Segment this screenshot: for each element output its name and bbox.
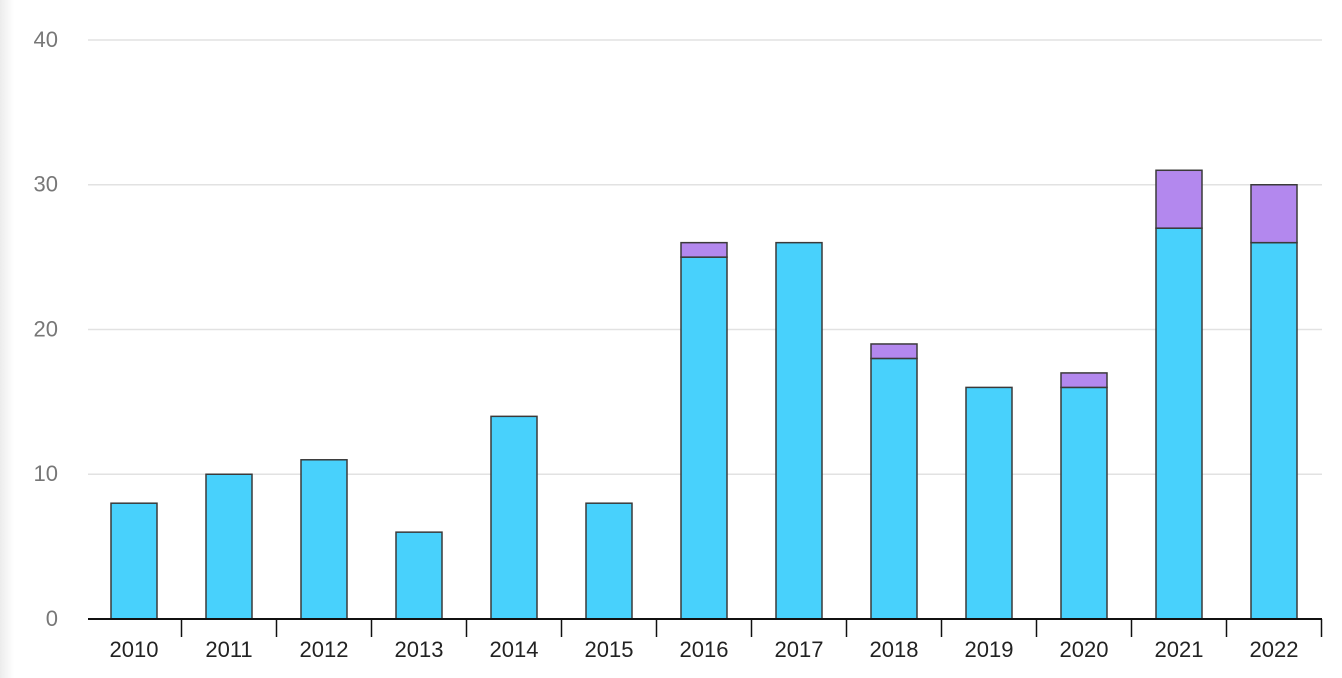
left-edge-shade <box>0 0 14 678</box>
y-axis-tick-labels: 0 10 20 30 40 <box>34 27 58 631</box>
x-tick-label-2017: 2017 <box>775 637 824 662</box>
bar-2021-series-1 <box>1155 227 1203 620</box>
bar-2017-series-1 <box>775 241 823 620</box>
bar-series <box>110 169 1298 620</box>
x-tick-label-2016: 2016 <box>680 637 729 662</box>
bar-2020-series-1 <box>1060 386 1108 620</box>
bar-2014-series-1 <box>490 415 538 620</box>
bar-2018-series-1 <box>870 357 918 620</box>
bar-2016-series-2 <box>680 241 728 258</box>
x-tick-label-2022: 2022 <box>1250 637 1299 662</box>
y-tick-label-20: 20 <box>34 316 58 341</box>
bar-2022-series-1 <box>1250 241 1298 620</box>
bar-2021-series-2 <box>1155 169 1203 229</box>
y-tick-label-30: 30 <box>34 172 58 197</box>
bar-2010-series-1 <box>110 502 158 620</box>
y-tick-label-40: 40 <box>34 27 58 52</box>
bar-2016-series-1 <box>680 256 728 620</box>
y-tick-label-10: 10 <box>34 461 58 486</box>
x-tick-label-2013: 2013 <box>395 637 444 662</box>
x-tick-label-2019: 2019 <box>965 637 1014 662</box>
x-axis: 2010 2011 2012 2013 2014 2015 2016 2017 2018 2019… <box>88 618 1323 662</box>
x-tick-label-2018: 2018 <box>870 637 919 662</box>
bar-2013-series-1 <box>395 531 443 620</box>
y-tick-label-0: 0 <box>46 606 58 631</box>
bar-2015-series-1 <box>585 502 633 620</box>
bar-2022-series-2 <box>1250 184 1298 244</box>
x-tick-label-2020: 2020 <box>1060 637 1109 662</box>
bar-2012-series-1 <box>300 459 348 620</box>
x-tick-label-2012: 2012 <box>300 637 349 662</box>
x-tick-label-2014: 2014 <box>490 637 539 662</box>
bar-2018-series-2 <box>870 343 918 360</box>
x-tick-label-2021: 2021 <box>1155 637 1204 662</box>
x-tick-label-2011: 2011 <box>205 637 252 662</box>
bar-2011-series-1 <box>205 473 253 620</box>
x-tick-label-2015: 2015 <box>585 637 634 662</box>
bar-2019-series-1 <box>965 386 1013 620</box>
x-tick-label-2010: 2010 <box>110 637 159 662</box>
bar-2020-series-2 <box>1060 372 1108 389</box>
